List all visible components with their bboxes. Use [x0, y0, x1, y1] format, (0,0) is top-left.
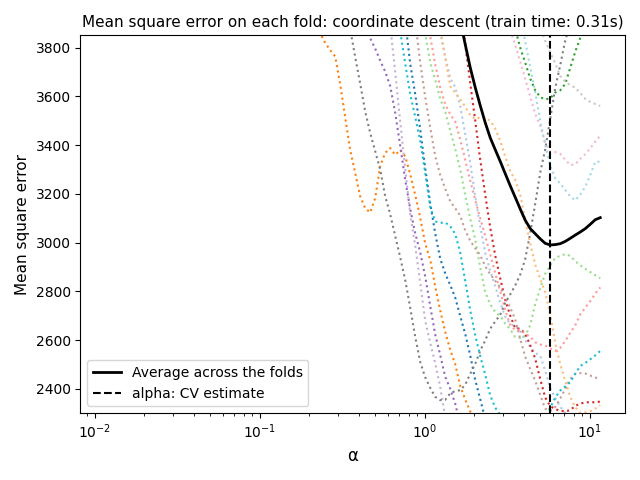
Average across the folds	[596, 215, 604, 220]
Legend: Average across the folds, alpha: CV estimate: Average across the folds, alpha: CV esti…	[87, 360, 308, 406]
Average across the folds	[547, 242, 554, 248]
Y-axis label: Mean square error: Mean square error	[15, 154, 30, 295]
X-axis label: α: α	[348, 447, 358, 465]
Average across the folds	[561, 239, 569, 244]
Line: Average across the folds: Average across the folds	[105, 0, 600, 245]
Average across the folds	[577, 229, 584, 235]
Title: Mean square error on each fold: coordinate descent (train time: 0.31s): Mean square error on each fold: coordina…	[82, 15, 623, 30]
